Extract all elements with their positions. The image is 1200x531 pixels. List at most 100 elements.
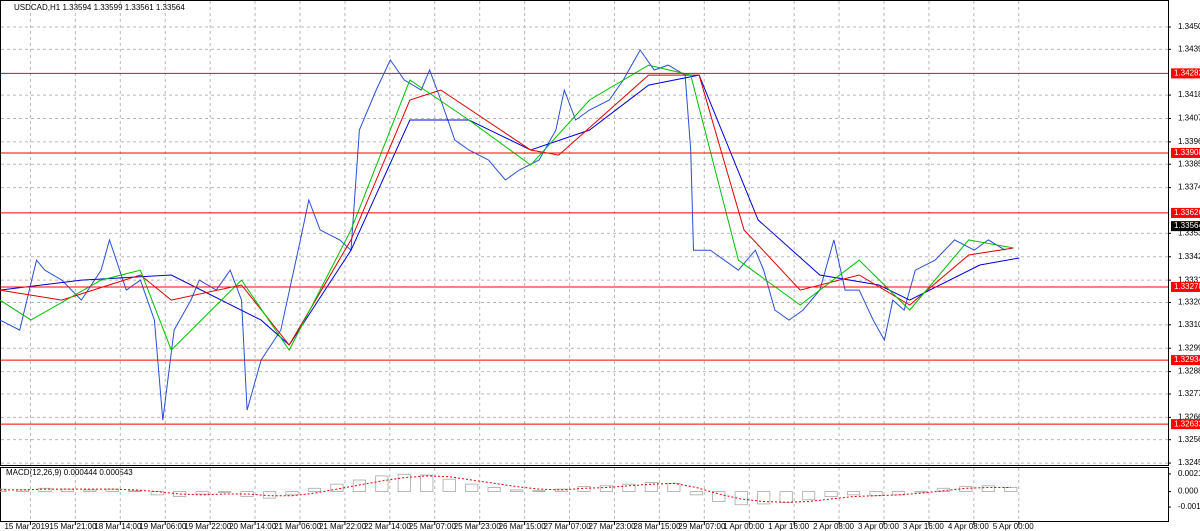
macd-bar <box>307 487 322 492</box>
x-tick-label: 19 Mar 22:00 <box>184 522 232 531</box>
x-tick-label: 28 Mar 15:00 <box>633 522 681 531</box>
price-level-tag <box>1171 419 1200 430</box>
macd-bar <box>644 482 658 492</box>
macd-bar <box>846 491 861 496</box>
macd-bar <box>981 485 995 492</box>
price-level-tag <box>1171 147 1200 158</box>
last-price-tag <box>1171 221 1200 232</box>
price-level-tag <box>1171 355 1200 366</box>
macd-bar <box>712 491 726 502</box>
x-tick-label: 25 Mar 23:00 <box>454 522 502 531</box>
macd-bar <box>442 478 456 492</box>
x-tick-label: 3 Apr 00:00 <box>858 522 899 531</box>
macd-bar <box>195 491 209 495</box>
macd-bar <box>554 488 569 492</box>
x-tick-label: 1 Apr 16:00 <box>768 522 809 531</box>
macd-bar <box>779 491 793 503</box>
x-tick-label: 21 Mar 22:00 <box>319 522 367 531</box>
x-tick-label: 15 Mar 21:00 <box>49 522 97 531</box>
x-tick-label: 18 Mar 14:00 <box>94 522 142 531</box>
y-tick-label: 1.33855 <box>1178 159 1200 168</box>
macd-bar <box>352 479 366 492</box>
macd-bar <box>914 491 928 493</box>
y-tick-label: 1.32665 <box>1178 412 1200 421</box>
macd-bar <box>465 483 479 492</box>
macd-bar <box>802 491 816 501</box>
macd-bar <box>487 487 501 492</box>
y-tick-label: 1.33745 <box>1178 183 1200 192</box>
macd-bar <box>128 490 142 492</box>
macd-bar <box>689 491 703 496</box>
y-tick-label: 1.32560 <box>1178 435 1200 444</box>
price-level-tag <box>1171 68 1200 79</box>
x-tick-label: 27 Mar 23:00 <box>588 522 636 531</box>
macd-bar <box>0 488 7 492</box>
x-tick-label: 25 Mar 07:00 <box>409 522 457 531</box>
macd-bar <box>936 487 950 492</box>
y-tick-label: 0.002145 <box>1178 469 1200 478</box>
moving-average <box>0 74 1014 346</box>
x-tick-label: 5 Apr 00:00 <box>993 522 1034 531</box>
macd-bar <box>397 473 411 492</box>
x-tick-label: 26 Mar 15:00 <box>499 522 547 531</box>
price-level-label: 1.33626 <box>1174 208 1200 217</box>
macd-bar <box>757 491 771 505</box>
y-tick-label: 1.33205 <box>1178 298 1200 307</box>
y-tick-label: -0.00188 <box>1178 502 1200 511</box>
moving-average <box>0 74 1020 346</box>
y-tick-label: 0.000 <box>1178 487 1199 496</box>
macd-bar <box>38 487 52 492</box>
x-tick-label: 27 Mar 07:00 <box>544 522 592 531</box>
price-level-label: 1.34282 <box>1174 68 1200 77</box>
y-tick-label: 1.33530 <box>1178 228 1200 237</box>
macd-bar <box>375 475 389 492</box>
price-line <box>0 49 1006 421</box>
y-tick-label: 1.34180 <box>1178 90 1200 99</box>
chart-title: USDCAD,H1 1.33594 1.33599 1.33561 1.3356… <box>14 3 185 12</box>
x-tick-label: 3 Apr 16:00 <box>903 522 944 531</box>
y-tick-label: 1.32775 <box>1178 389 1200 398</box>
y-tick-label: 1.33310 <box>1178 275 1200 284</box>
price-level-label: 1.33278 <box>1174 282 1200 291</box>
price-level-tag <box>1171 207 1200 218</box>
macd-bar <box>734 491 748 506</box>
macd-bar <box>173 491 187 497</box>
x-tick-label: 4 Apr 08:00 <box>948 522 989 531</box>
y-tick-label: 1.32990 <box>1178 343 1200 352</box>
y-tick-label: 1.34395 <box>1178 44 1200 53</box>
macd-panel <box>0 467 1169 522</box>
macd-bar <box>262 491 277 499</box>
y-tick-label: 1.33100 <box>1178 320 1200 329</box>
macd-bar <box>420 474 434 492</box>
price-level-label: 1.32934 <box>1174 355 1200 364</box>
x-tick-label: 29 Mar 07:00 <box>678 522 726 531</box>
macd-bar <box>510 489 524 492</box>
macd-signal <box>0 475 1011 503</box>
macd-bar <box>218 491 232 493</box>
macd-bar <box>15 489 30 492</box>
macd-bar <box>622 483 636 492</box>
macd-bar <box>285 491 299 496</box>
x-tick-label: 1 Apr 00:00 <box>723 522 764 531</box>
y-tick-label: 1.33960 <box>1178 137 1200 146</box>
y-tick-label: 1.34500 <box>1178 22 1200 31</box>
macd-bar <box>60 488 74 492</box>
macd-bar <box>83 489 97 492</box>
price-level-label: 1.33908 <box>1174 148 1200 157</box>
y-tick-label: 1.32880 <box>1178 367 1200 376</box>
price-level-tag <box>1171 281 1200 292</box>
x-tick-label: 15 Mar 2019 <box>4 522 49 531</box>
x-tick-label: 2 Apr 08:00 <box>813 522 854 531</box>
macd-bar <box>599 485 614 492</box>
price-level-label: 1.32633 <box>1174 419 1200 428</box>
last-price-label: 1.33564 <box>1174 221 1200 230</box>
macd-bar <box>532 490 546 492</box>
y-tick-label: 1.34070 <box>1178 114 1200 123</box>
x-tick-label: 21 Mar 06:00 <box>274 522 322 531</box>
macd-bar <box>824 491 838 497</box>
x-tick-label: 22 Mar 14:00 <box>364 522 412 531</box>
macd-bar <box>891 491 906 496</box>
moving-average <box>0 64 1014 352</box>
y-tick-label: 1.32450 <box>1178 458 1200 467</box>
